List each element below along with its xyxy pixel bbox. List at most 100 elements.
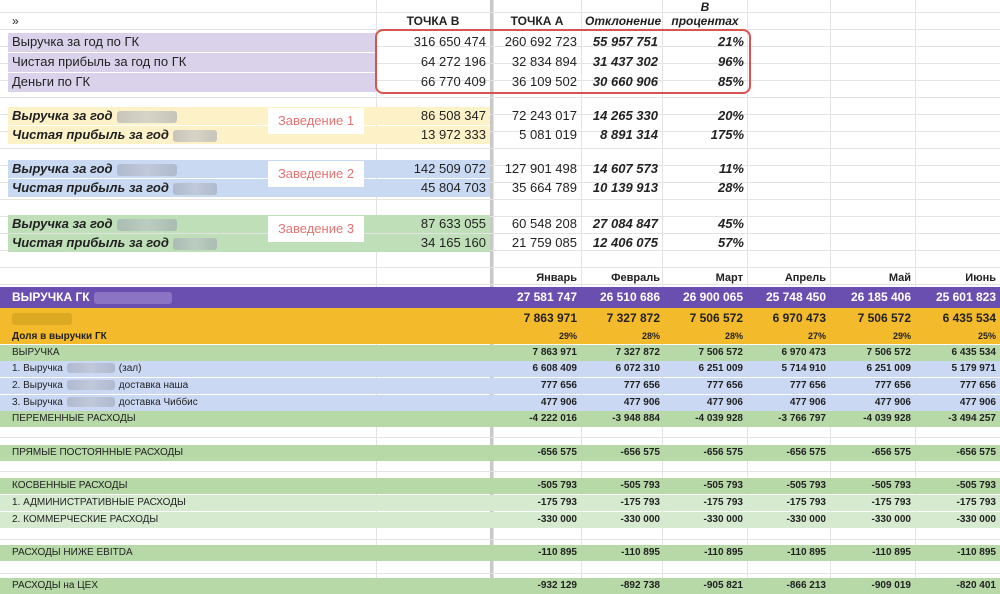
venue-deviation[interactable]: 8 891 314 [600, 127, 658, 142]
summary-deviation[interactable]: 55 957 751 [592, 34, 658, 49]
detail-row-label[interactable]: 3. Выручка доставка Чиббис [8, 395, 368, 411]
revenue-gk-value[interactable]: 25 748 450 [765, 290, 826, 304]
detail-row-label[interactable]: РАСХОДЫ на ЦЕХ [12, 580, 99, 591]
summary-percent[interactable]: 21% [717, 34, 744, 49]
summary-label[interactable]: Чистая прибыль за год по ГК [12, 54, 187, 69]
detail-row-value[interactable]: 6 435 534 [951, 347, 997, 358]
venue-point-a[interactable]: 127 901 498 [504, 161, 577, 176]
detail-row-value[interactable]: 477 906 [623, 397, 660, 408]
detail-row-value[interactable]: -820 401 [956, 580, 996, 591]
venue-point-a[interactable]: 21 759 085 [511, 235, 577, 250]
detail-row-label[interactable]: 1. АДМИНИСТРАТИВНЫЕ РАСХОДЫ [12, 497, 186, 508]
detail-row-value[interactable]: 477 906 [789, 397, 826, 408]
summary-label[interactable]: Выручка за год по ГК [12, 34, 140, 49]
detail-row-label[interactable]: КОСВЕННЫЕ РАСХОДЫ [12, 480, 128, 491]
detail-row-value[interactable]: -866 213 [786, 580, 826, 591]
revenue-gk-value[interactable]: 26 510 686 [599, 290, 660, 304]
detail-row-value[interactable]: 6 970 473 [781, 347, 827, 358]
revenue-gk-value[interactable]: 26 900 065 [682, 290, 743, 304]
detail-row-value[interactable]: 477 906 [706, 397, 743, 408]
detail-row-value[interactable]: -909 019 [871, 580, 911, 591]
share-value[interactable]: 28% [641, 331, 660, 341]
detail-row-value[interactable]: 477 906 [540, 397, 577, 408]
detail-row-value[interactable]: -110 895 [704, 547, 743, 558]
detail-row-value[interactable]: -175 793 [703, 497, 743, 508]
venue-row-label[interactable]: Чистая прибыль за год [8, 179, 268, 197]
detail-row-value[interactable]: -4 222 016 [529, 413, 577, 424]
detail-row-value[interactable]: 777 656 [623, 380, 660, 391]
venue-point-b[interactable]: 13 972 333 [420, 127, 486, 142]
detail-row-label[interactable]: 1. Выручка (зал) [8, 361, 368, 377]
detail-row-value[interactable]: -3 766 797 [778, 413, 826, 424]
detail-row-value[interactable]: -330 000 [703, 514, 743, 525]
detail-row-value[interactable]: -175 793 [956, 497, 996, 508]
summary-deviation[interactable]: 31 437 302 [592, 54, 658, 69]
venue-row-label[interactable]: Чистая прибыль за год [8, 234, 268, 252]
detail-row-value[interactable]: -656 575 [703, 447, 743, 458]
detail-row-value[interactable]: -4 039 928 [863, 413, 911, 424]
detail-row-value[interactable]: -905 821 [703, 580, 743, 591]
share-value[interactable]: 29% [892, 331, 911, 341]
detail-row-value[interactable]: -330 000 [620, 514, 660, 525]
detail-row-value[interactable]: 777 656 [959, 380, 996, 391]
venue-row-label[interactable]: Выручка за год [8, 215, 268, 233]
venue-row-label[interactable]: Выручка за год [8, 160, 268, 178]
revenue-gk-value[interactable]: 26 185 406 [850, 290, 911, 304]
summary-point-a[interactable]: 32 834 894 [511, 54, 577, 69]
detail-row-value[interactable]: -330 000 [956, 514, 996, 525]
detail-row-label[interactable]: 2. КОММЕРЧЕСКИЕ РАСХОДЫ [12, 514, 159, 525]
detail-row-value[interactable]: -3 948 884 [612, 413, 660, 424]
venue-total-value[interactable]: 7 506 572 [857, 311, 911, 325]
venue-percent[interactable]: 20% [717, 108, 744, 123]
venue-point-a[interactable]: 5 081 019 [519, 127, 577, 142]
venue-total-value[interactable]: 7 327 872 [606, 311, 660, 325]
detail-row-value[interactable]: 6 251 009 [866, 363, 912, 374]
detail-row-value[interactable]: -505 793 [956, 480, 996, 491]
summary-percent[interactable]: 85% [717, 74, 744, 89]
venue-row-label[interactable]: Выручка за год [8, 107, 268, 125]
detail-row-value[interactable]: -505 793 [871, 480, 911, 491]
detail-row-value[interactable]: -932 129 [537, 580, 577, 591]
detail-row-value[interactable]: -110 895 [872, 547, 911, 558]
detail-row-value[interactable]: 6 251 009 [698, 363, 744, 374]
share-value[interactable]: 28% [724, 331, 743, 341]
detail-row-value[interactable]: 777 656 [789, 380, 826, 391]
venue-percent[interactable]: 57% [717, 235, 744, 250]
share-value[interactable]: 25% [977, 331, 996, 341]
detail-row-value[interactable]: -330 000 [871, 514, 911, 525]
detail-row-value[interactable]: -175 793 [620, 497, 660, 508]
venue-deviation[interactable]: 14 607 573 [592, 161, 658, 176]
revenue-gk-label[interactable]: ВЫРУЧКА ГК [8, 287, 368, 308]
venue-total-value[interactable]: 6 435 534 [942, 311, 996, 325]
detail-row-value[interactable]: 477 906 [874, 397, 911, 408]
detail-row-value[interactable]: -175 793 [871, 497, 911, 508]
summary-label[interactable]: Деньги по ГК [12, 74, 91, 89]
detail-row-value[interactable]: -110 895 [787, 547, 826, 558]
venue-point-b[interactable]: 86 508 347 [420, 108, 486, 123]
summary-percent[interactable]: 96% [717, 54, 744, 69]
detail-row-value[interactable]: -656 575 [786, 447, 826, 458]
detail-row-label[interactable]: ПРЯМЫЕ ПОСТОЯННЫЕ РАСХОДЫ [12, 447, 184, 458]
venue-total-value[interactable]: 7 506 572 [689, 311, 743, 325]
detail-row-value[interactable]: 6 072 310 [615, 363, 661, 374]
detail-row-value[interactable]: -656 575 [871, 447, 911, 458]
venue-row-label[interactable]: Чистая прибыль за год [8, 126, 268, 144]
detail-row-value[interactable]: -110 895 [957, 547, 996, 558]
detail-row-value[interactable]: 777 656 [706, 380, 743, 391]
detail-row-value[interactable]: -505 793 [537, 480, 577, 491]
revenue-gk-value[interactable]: 25 601 823 [935, 290, 996, 304]
venue-percent[interactable]: 28% [717, 180, 744, 195]
detail-row-value[interactable]: -110 895 [538, 547, 577, 558]
detail-row-value[interactable]: -4 039 928 [695, 413, 743, 424]
summary-point-b[interactable]: 316 650 474 [413, 34, 486, 49]
summary-point-a[interactable]: 36 109 502 [511, 74, 577, 89]
detail-row-value[interactable]: -892 738 [620, 580, 660, 591]
venue-point-b[interactable]: 87 633 055 [420, 216, 486, 231]
detail-row-value[interactable]: 777 656 [540, 380, 577, 391]
summary-point-b[interactable]: 64 272 196 [420, 54, 486, 69]
share-value[interactable]: 29% [558, 331, 577, 341]
detail-row-value[interactable]: -3 494 257 [948, 413, 996, 424]
venue-total-value[interactable]: 7 863 971 [523, 311, 577, 325]
detail-row-value[interactable]: -505 793 [786, 480, 826, 491]
venue-point-b[interactable]: 142 509 072 [413, 161, 486, 176]
